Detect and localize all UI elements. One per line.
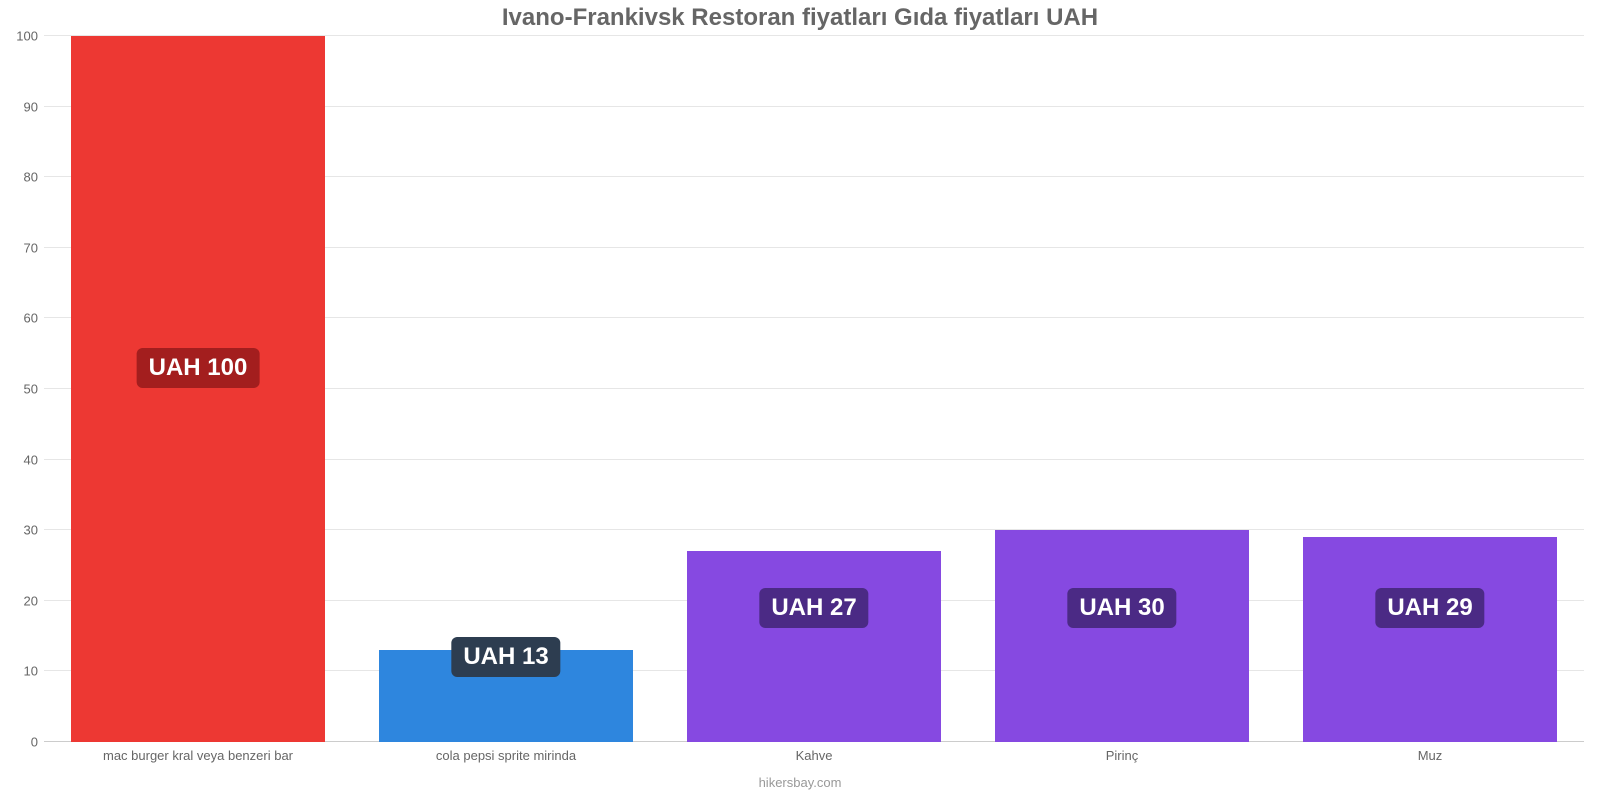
y-tick-label: 100	[16, 29, 44, 44]
y-tick-label: 70	[24, 240, 44, 255]
x-tick-label: Pirinç	[1106, 742, 1139, 763]
y-tick-label: 0	[31, 735, 44, 750]
bar	[71, 36, 325, 742]
bar-value-label: UAH 27	[759, 588, 868, 628]
bar	[995, 530, 1249, 742]
x-tick-label: cola pepsi sprite mirinda	[436, 742, 576, 763]
bar	[1303, 537, 1557, 742]
chart-title: Ivano-Frankivsk Restoran fiyatları Gıda …	[0, 4, 1600, 32]
y-tick-label: 20	[24, 593, 44, 608]
y-tick-label: 40	[24, 452, 44, 467]
y-tick-label: 10	[24, 664, 44, 679]
x-tick-label: mac burger kral veya benzeri bar	[103, 742, 293, 763]
bar-value-label: UAH 30	[1067, 588, 1176, 628]
bar	[687, 551, 941, 742]
plot-area: 0102030405060708090100UAH 100mac burger …	[44, 36, 1584, 742]
y-tick-label: 60	[24, 311, 44, 326]
bar-value-label: UAH 13	[451, 637, 560, 677]
bar-value-label: UAH 29	[1375, 588, 1484, 628]
x-tick-label: Muz	[1418, 742, 1443, 763]
chart-container: Ivano-Frankivsk Restoran fiyatları Gıda …	[0, 0, 1600, 800]
y-tick-label: 50	[24, 382, 44, 397]
y-tick-label: 80	[24, 170, 44, 185]
bar-value-label: UAH 100	[137, 348, 260, 388]
y-tick-label: 30	[24, 523, 44, 538]
y-tick-label: 90	[24, 99, 44, 114]
chart-footer: hikersbay.com	[0, 775, 1600, 790]
x-tick-label: Kahve	[796, 742, 833, 763]
